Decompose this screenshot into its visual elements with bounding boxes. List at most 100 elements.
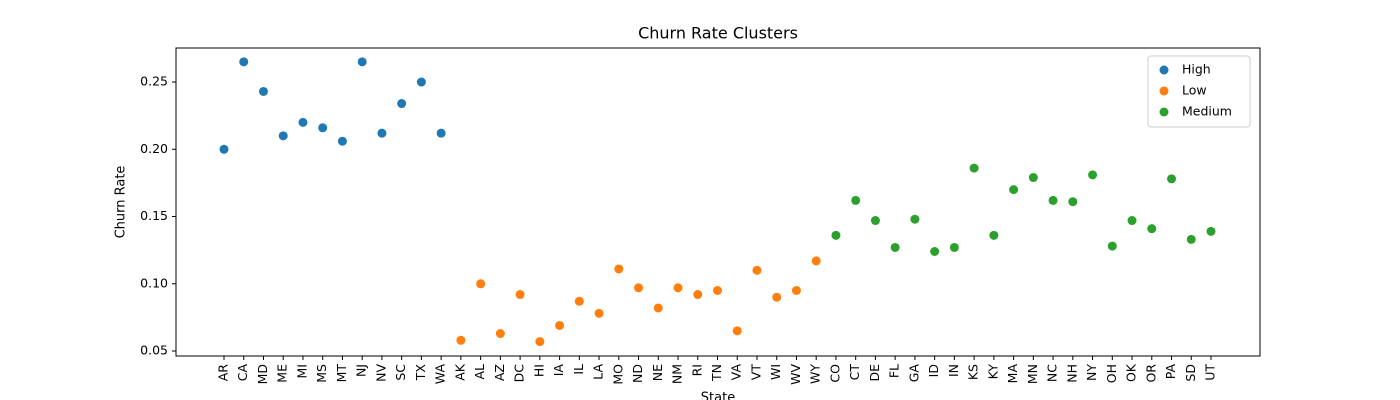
x-tick-label: GA — [906, 364, 921, 383]
x-tick-label: NH — [1064, 364, 1079, 383]
x-tick-label: IA — [551, 364, 566, 377]
x-tick-label: LA — [591, 364, 606, 380]
scatter-point — [851, 195, 861, 205]
x-tick-label: MO — [610, 364, 625, 385]
scatter-point — [555, 320, 565, 330]
x-tick-label: TX — [413, 364, 428, 382]
y-tick-label: 0.15 — [140, 208, 168, 223]
scatter-point — [1088, 170, 1098, 180]
legend-label: Low — [1182, 83, 1207, 98]
x-tick-label: WI — [768, 364, 783, 380]
legend-marker — [1159, 107, 1169, 117]
scatter-point — [653, 303, 663, 313]
x-tick-label: AL — [472, 364, 487, 380]
scatter-point — [1048, 195, 1058, 205]
scatter-point — [1009, 185, 1019, 195]
y-tick-label: 0.05 — [140, 343, 168, 358]
scatter-point — [476, 279, 486, 289]
scatter-point — [219, 144, 229, 154]
scatter-point — [1107, 241, 1117, 251]
x-tick-label: MN — [1025, 364, 1040, 384]
x-tick-label: MA — [1005, 364, 1020, 384]
scatter-point — [594, 308, 604, 318]
y-axis-label: Churn Rate — [114, 166, 129, 239]
scatter-point — [713, 285, 722, 295]
x-tick-label: NM — [670, 364, 685, 384]
scatter-point — [791, 285, 801, 295]
scatter-point — [278, 131, 288, 141]
x-tick-label: AR — [216, 364, 231, 382]
legend-marker — [1159, 86, 1169, 96]
x-tick-label: SC — [393, 364, 408, 381]
scatter-point — [574, 296, 584, 306]
x-tick-label: KS — [966, 364, 981, 380]
scatter-point — [1147, 224, 1157, 234]
scatter-point — [337, 136, 347, 146]
x-tick-label: TN — [709, 364, 724, 382]
scatter-point — [772, 292, 782, 302]
x-tick-label: MT — [334, 364, 349, 383]
scatter-point — [870, 216, 880, 226]
x-tick-label: MS — [314, 364, 329, 383]
x-tick-label: VA — [729, 364, 744, 381]
x-tick-label: ID — [926, 364, 941, 377]
x-axis-label: State — [701, 391, 735, 400]
scatter-point — [752, 265, 762, 275]
scatter-point — [436, 128, 446, 138]
legend-box — [1147, 55, 1251, 128]
x-tick-label: WY — [808, 364, 823, 384]
x-tick-label: CA — [235, 364, 250, 382]
scatter-point — [930, 246, 940, 256]
scatter-point — [732, 326, 742, 336]
x-tick-label: CO — [827, 364, 842, 383]
scatter-point — [1068, 197, 1078, 207]
x-tick-label: IN — [946, 364, 961, 377]
scatter-point — [298, 117, 308, 127]
scatter-point — [1167, 174, 1177, 184]
x-tick-label: IL — [571, 364, 586, 375]
x-tick-label: WA — [433, 364, 448, 385]
x-tick-label: DC — [512, 364, 527, 383]
scatter-point — [811, 256, 821, 266]
x-tick-label: OK — [1124, 363, 1139, 382]
scatter-point — [910, 214, 920, 224]
x-tick-label: NE — [650, 364, 665, 381]
scatter-point — [890, 242, 900, 252]
x-tick-label: MD — [255, 364, 270, 384]
scatter-point — [495, 329, 505, 339]
scatter-point — [416, 77, 426, 87]
x-tick-label: AZ — [492, 364, 507, 381]
scatter-point — [1206, 226, 1216, 236]
x-tick-label: AK — [452, 363, 467, 381]
x-tick-label: ND — [630, 364, 645, 383]
y-tick-label: 0.25 — [140, 74, 168, 89]
x-tick-label: HI — [531, 364, 546, 377]
plot-frame — [175, 47, 1261, 357]
x-tick-label: NC — [1045, 364, 1060, 382]
scatter-point — [1127, 216, 1137, 226]
scatter-point — [1028, 173, 1038, 183]
scatter-point — [673, 283, 683, 293]
scatter-point — [377, 128, 387, 138]
legend-marker — [1159, 65, 1169, 75]
scatter-point — [239, 57, 249, 67]
x-tick-label: SD — [1183, 364, 1198, 382]
scatter-point — [693, 290, 703, 300]
x-tick-label: MI — [294, 364, 309, 378]
x-tick-label: NY — [1084, 364, 1099, 381]
x-tick-label: KY — [985, 364, 1000, 380]
x-tick-label: NJ — [354, 364, 369, 377]
x-tick-label: DE — [867, 364, 882, 382]
scatter-point — [831, 230, 841, 240]
x-tick-label: CT — [847, 364, 862, 381]
x-tick-label: OR — [1143, 364, 1158, 383]
scatter-point — [397, 99, 407, 109]
x-tick-label: WV — [788, 364, 803, 385]
scatter-point — [989, 230, 999, 240]
x-tick-label: NV — [373, 364, 388, 382]
scatter-point — [634, 283, 644, 293]
legend-label: High — [1182, 62, 1211, 77]
x-tick-label: OH — [1104, 364, 1119, 383]
x-tick-label: ME — [275, 364, 290, 383]
